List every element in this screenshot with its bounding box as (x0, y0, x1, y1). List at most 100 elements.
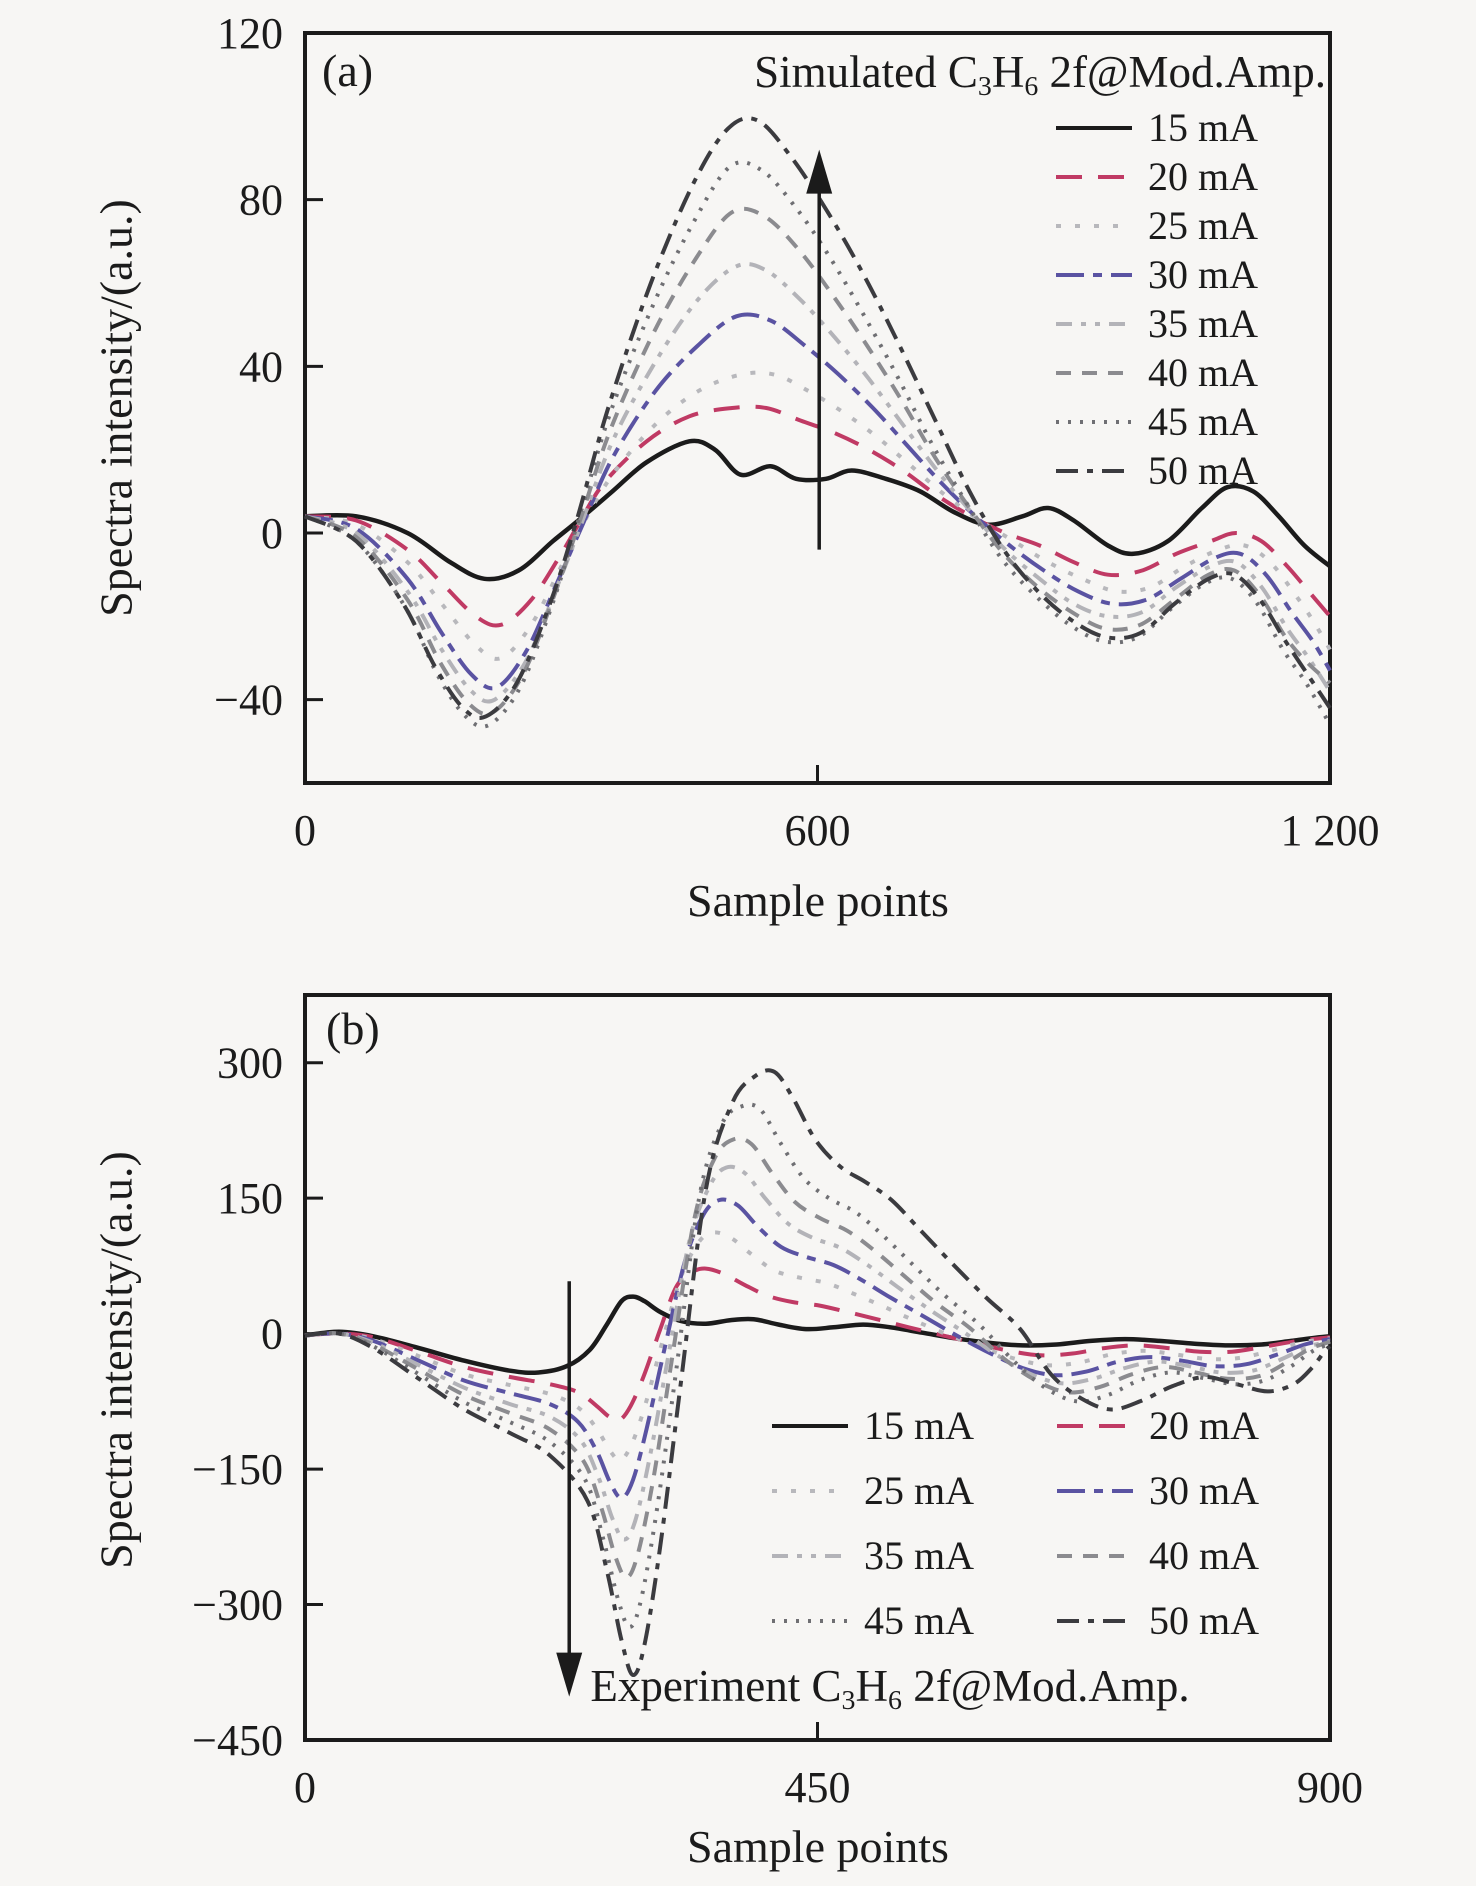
legend-label: 45 mA (1148, 399, 1258, 444)
series-30mA-curve (304, 1197, 1331, 1500)
y-tick-label: −40 (214, 676, 283, 725)
panel-b-legend: 15 mA 20 mA 25 mA 30 mA 35 mA 40 mA 45 mA 50 mA (770, 1406, 1259, 1641)
legend-line-sample (1056, 469, 1132, 473)
y-tick-label: 0 (261, 1310, 283, 1359)
panel-b-plot-area: 0 450 900 300 150 0 −150 −300 −450 (192, 993, 1363, 1812)
y-tick-label: −450 (192, 1716, 283, 1765)
legend-line-sample (1056, 420, 1132, 424)
legend-item-20mA: 20 mA (1054, 157, 1258, 197)
panel-a-trend-arrow (806, 149, 833, 550)
legend-line-sample (1056, 371, 1132, 375)
legend-label: 45 mA (864, 1598, 974, 1643)
panel-b-label: (b) (326, 1003, 380, 1054)
legend-line-sample (1057, 1489, 1133, 1493)
legend-label: 25 mA (1148, 203, 1258, 248)
title-subscript: 6 (1024, 70, 1039, 102)
title-subscript: 6 (888, 1684, 902, 1716)
y-tick-label: 80 (239, 176, 283, 225)
legend-label: 40 mA (1148, 350, 1258, 395)
legend-line-sample (772, 1489, 848, 1493)
series-25mA-curve (304, 370, 1332, 661)
panel-a-plot-area: 0 600 1 200 120 80 40 0 −40 (214, 9, 1379, 855)
x-tick-label: 0 (294, 806, 316, 855)
y-tick-label: −150 (192, 1445, 283, 1494)
x-tick-label: 0 (294, 1763, 316, 1812)
legend-line-sample (1056, 273, 1132, 277)
legend-line-sample (1057, 1424, 1133, 1428)
legend-item-40mA: 40 mA (1054, 353, 1258, 393)
arrow-head (806, 149, 833, 194)
panel-b-title: Experiment C3H6 2f@Mod.Amp. (590, 1660, 1189, 1717)
panel-b-x-axis-label: Sample points (687, 1821, 949, 1872)
legend-item-40mA: 40 mA (1055, 1536, 1259, 1576)
legend-item-35mA: 35 mA (1054, 304, 1258, 344)
arrow-head (556, 1652, 583, 1697)
panel-b-trend-arrow (556, 1281, 583, 1697)
title-text: H (855, 1661, 889, 1711)
panel-a-curves (304, 116, 1332, 729)
legend-item-20mA: 20 mA (1055, 1406, 1259, 1446)
legend-line-sample (1057, 1554, 1133, 1558)
legend-label: 30 mA (1149, 1468, 1259, 1513)
y-tick-label: 150 (217, 1174, 283, 1223)
legend-line-sample (1056, 224, 1132, 228)
panel-a-y-axis-label: Spectra intensity/(a.u.) (90, 199, 142, 617)
panel-a-label: (a) (322, 45, 374, 96)
legend-label: 40 mA (1149, 1533, 1259, 1578)
title-subscript: 3 (841, 1684, 856, 1716)
legend-label: 20 mA (1149, 1403, 1259, 1448)
panel-a-title: Simulated C3H6 2f@Mod.Amp. (754, 46, 1326, 103)
legend-label: 35 mA (864, 1533, 974, 1578)
panel-b-curves (304, 1068, 1332, 1677)
panel-b-y-axis-label: Spectra intensity/(a.u.) (90, 1151, 142, 1569)
legend-label: 50 mA (1149, 1598, 1259, 1643)
y-tick-label: −300 (192, 1581, 283, 1630)
title-text: 2f@Mod.Amp. (1038, 47, 1326, 97)
series-40mA-curve (304, 1136, 1331, 1580)
panel-b-ticks: 0 450 900 300 150 0 −150 −300 −450 (192, 1039, 1363, 1812)
legend-item-15mA: 15 mA (1054, 108, 1258, 148)
legend-line-sample (772, 1424, 848, 1428)
legend-line-sample (772, 1619, 848, 1623)
legend-line-sample (1056, 175, 1132, 179)
series-15mA-curve (304, 438, 1332, 582)
legend-label: 30 mA (1148, 252, 1258, 297)
series-30mA-curve (304, 312, 1332, 691)
x-tick-label: 600 (785, 806, 851, 855)
legend-item-45mA: 45 mA (1054, 402, 1258, 442)
title-text: H (991, 47, 1025, 97)
series-35mA-curve (304, 262, 1332, 704)
series-20mA-curve (304, 404, 1332, 628)
x-tick-label: 450 (785, 1763, 851, 1812)
legend-item-25mA: 25 mA (1054, 206, 1258, 246)
legend-line-sample (1057, 1619, 1133, 1623)
panel-a-x-axis-label: Sample points (687, 875, 949, 926)
legend-item-15mA: 15 mA (770, 1406, 1055, 1446)
panel-a-ticks: 0 600 1 200 120 80 40 0 −40 (214, 9, 1379, 855)
y-tick-label: 0 (261, 509, 283, 558)
title-subscript: 3 (977, 70, 992, 102)
legend-item-30mA: 30 mA (1055, 1471, 1259, 1511)
legend-item-35mA: 35 mA (770, 1536, 1055, 1576)
legend-label: 20 mA (1148, 154, 1258, 199)
title-text: Simulated C (754, 47, 978, 97)
legend-label: 15 mA (864, 1403, 974, 1448)
series-15mA-curve (304, 1294, 1331, 1376)
legend-item-50mA: 50 mA (1054, 451, 1258, 491)
legend-line-sample (772, 1554, 848, 1558)
legend-line-sample (1056, 322, 1132, 326)
title-text: 2f@Mod.Amp. (901, 1661, 1190, 1711)
x-tick-label: 900 (1297, 1763, 1363, 1812)
legend-item-25mA: 25 mA (770, 1471, 1055, 1511)
legend-line-sample (1056, 126, 1132, 130)
series-35mA-curve (304, 1164, 1331, 1542)
y-tick-label: 300 (217, 1039, 283, 1088)
series-50mA-curve (304, 116, 1332, 720)
y-tick-label: 120 (217, 9, 283, 58)
x-tick-label: 1 200 (1281, 806, 1380, 855)
title-text: Experiment C (590, 1661, 842, 1711)
legend-item-30mA: 30 mA (1054, 255, 1258, 295)
legend-item-50mA: 50 mA (1055, 1601, 1259, 1641)
